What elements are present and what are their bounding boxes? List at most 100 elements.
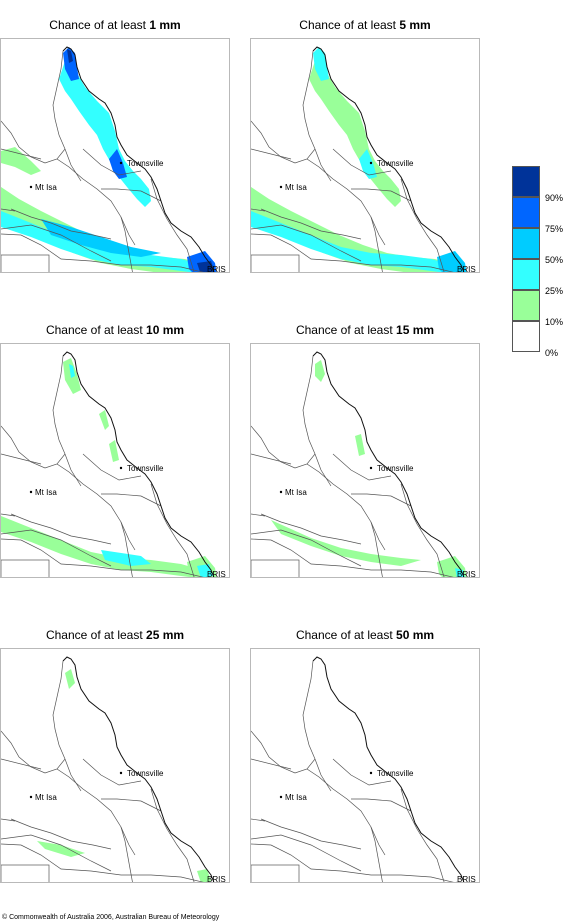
district-boundary <box>400 788 445 882</box>
panel-title-amount: 5 mm <box>399 18 431 32</box>
district-boundary <box>56 463 136 551</box>
rainfall-area <box>197 869 211 882</box>
rainfall-area <box>437 251 467 272</box>
district-boundary <box>10 208 112 240</box>
town-label-brisbane: BRIS <box>207 875 226 883</box>
panel-title: Chance of at least 15 mm <box>250 323 480 337</box>
legend-label: 10% <box>545 317 564 327</box>
coastline <box>312 656 465 882</box>
legend-swatch <box>512 321 540 352</box>
coastline <box>62 351 215 577</box>
legend-swatch <box>512 259 540 290</box>
panel-title: Chance of at least 1 mm <box>0 18 230 32</box>
border-inset <box>251 559 300 577</box>
queensland-map: Townsville Mt Isa BRIS <box>0 648 230 883</box>
map-panel: Chance of at least 10 mm Townsville Mt Isa… <box>0 323 230 578</box>
district-boundary <box>251 834 362 872</box>
rainfall-area <box>455 568 465 577</box>
rainfall-area <box>59 55 151 207</box>
rainfall-area <box>251 211 462 272</box>
district-boundary <box>1 233 204 272</box>
rainfall-area <box>1 211 212 272</box>
district-boundary <box>64 453 82 487</box>
district-boundary <box>370 216 383 272</box>
town-marker <box>29 795 33 799</box>
coastline <box>62 656 215 882</box>
town-label-townsville: Townsville <box>377 159 414 168</box>
border-inset <box>251 864 300 882</box>
district-boundary <box>10 513 112 545</box>
panel-title: Chance of at least 50 mm <box>250 628 480 642</box>
district-boundary <box>150 483 195 577</box>
town-label-townsville: Townsville <box>377 464 414 473</box>
district-boundary <box>351 798 412 812</box>
queensland-map: Townsville Mt Isa BRIS <box>250 343 480 578</box>
district-boundary <box>1 538 204 577</box>
queensland-map: Townsville Mt Isa BRIS <box>250 38 480 273</box>
coastline <box>62 46 215 272</box>
town-label-townsville: Townsville <box>127 464 164 473</box>
panel-title-prefix: Chance of at least <box>295 628 397 642</box>
district-boundary <box>314 148 332 182</box>
district-boundary <box>1 818 16 822</box>
town-label-townsville: Townsville <box>127 769 164 778</box>
town-marker <box>369 161 373 165</box>
map-graphic: Townsville Mt Isa BRIS <box>1 351 226 577</box>
town-label-townsville: Townsville <box>127 159 164 168</box>
rainfall-area <box>359 149 377 179</box>
panel-title-prefix: Chance of at least <box>45 628 147 642</box>
legend-label: 50% <box>545 255 564 265</box>
rainfall-area <box>355 434 365 456</box>
district-boundary <box>260 208 362 240</box>
district-boundary <box>82 148 142 176</box>
panel-title-prefix: Chance of at least <box>295 323 397 337</box>
panel-title-prefix: Chance of at least <box>45 323 147 337</box>
district-boundary <box>101 493 162 507</box>
town-marker <box>119 771 123 775</box>
district-boundary <box>400 178 445 272</box>
district-boundary <box>150 788 195 882</box>
map-panel: Chance of at least 25 mm Townsville Mt Isa… <box>0 628 230 883</box>
town-label-townsville: Townsville <box>377 769 414 778</box>
rainfall-area <box>101 550 151 566</box>
town-marker <box>279 185 283 189</box>
legend-swatch <box>512 197 540 228</box>
district-boundary <box>251 843 454 882</box>
town-label-brisbane: BRIS <box>207 265 226 273</box>
town-marker <box>456 576 458 577</box>
district-boundary <box>1 513 16 517</box>
map-graphic: Townsville Mt Isa BRIS <box>1 46 226 273</box>
map-panel: Chance of at least 5 mm Townsville Mt Isa B… <box>250 18 480 273</box>
town-label-mt-isa: Mt Isa <box>35 183 57 192</box>
copyright-footer: © Commonwealth of Australia 2006, Austra… <box>2 914 220 921</box>
rainfall-area <box>67 49 73 63</box>
district-boundary <box>400 483 445 577</box>
town-marker <box>29 490 33 494</box>
town-label-brisbane: BRIS <box>457 875 476 883</box>
panel-title-amount: 15 mm <box>396 323 435 337</box>
queensland-map: Townsville Mt Isa BRIS <box>0 343 230 578</box>
town-marker <box>29 185 33 189</box>
district-boundary <box>82 453 142 481</box>
town-marker <box>456 881 458 882</box>
rainfall-area <box>37 841 85 857</box>
district-boundary <box>251 224 362 262</box>
border-inset <box>251 254 300 272</box>
district-boundary <box>120 216 133 272</box>
district-boundary <box>82 758 142 786</box>
panel-title-amount: 50 mm <box>396 628 435 642</box>
border-inset <box>1 254 50 272</box>
district-boundary <box>1 224 112 262</box>
town-marker <box>369 466 373 470</box>
district-boundary <box>302 50 316 150</box>
district-boundary <box>1 453 42 465</box>
district-boundary <box>101 188 162 202</box>
town-label-mt-isa: Mt Isa <box>35 488 57 497</box>
legend-swatch <box>512 228 540 259</box>
district-boundary <box>251 233 454 272</box>
rainfall-area <box>1 147 41 175</box>
district-boundary <box>332 453 392 481</box>
map-graphic: Townsville Mt Isa BRIS <box>251 656 476 883</box>
district-boundary <box>260 513 362 545</box>
district-boundary <box>332 758 392 786</box>
